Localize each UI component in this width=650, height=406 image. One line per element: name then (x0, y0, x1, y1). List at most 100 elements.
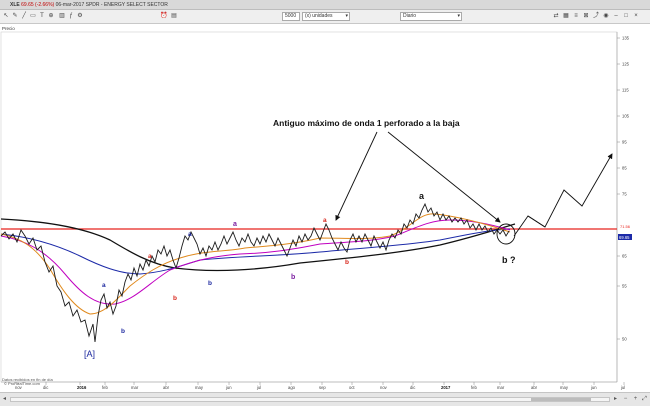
y-tick-label: 65 (622, 254, 627, 259)
x-tick-label: dic (43, 385, 48, 390)
x-tick-label: 2016 (77, 385, 87, 390)
layout-icon[interactable]: ▦ (563, 13, 569, 19)
y-tick-label: 55 (622, 284, 627, 289)
close-icon[interactable]: × (634, 13, 638, 19)
projected-path (513, 153, 613, 237)
copyright: © ProRealTime.com (4, 381, 40, 386)
minimize-icon[interactable]: – (614, 13, 618, 19)
price-legend-label: Precio (2, 26, 15, 31)
scrollbar-thumb[interactable] (531, 398, 591, 401)
cursor-icon[interactable]: ↖ (3, 13, 9, 19)
horizontal-scrollbar[interactable] (10, 397, 610, 402)
ma-long-line (0, 218, 516, 272)
text-tool-icon[interactable]: T (40, 13, 44, 19)
scroll-left-icon[interactable]: ◂ (2, 396, 6, 402)
wave-label-A: [A] (84, 349, 95, 359)
ma-mid-line (0, 219, 511, 305)
x-tick-label: oct (349, 385, 355, 390)
compare-icon[interactable]: ⇄ (553, 13, 559, 19)
indicators-icon[interactable]: ƒ (69, 13, 73, 19)
x-tick-label: feb (102, 385, 108, 390)
pencil-icon[interactable]: ✎ (12, 13, 18, 19)
ma-slow-line (0, 228, 511, 275)
support-line-label: 71.56 (620, 224, 631, 229)
period-select-value: Diario (403, 13, 417, 19)
y-tick-label: 75 (622, 192, 627, 197)
zoom-icon[interactable]: ⊕ (48, 13, 54, 19)
x-tick-label: jun (590, 385, 597, 390)
status-bar: ◂ ▸ − + ⤢ (0, 392, 650, 406)
chart-type-icon[interactable]: ▥ (59, 13, 65, 19)
fit-icon[interactable]: ⤢ (642, 396, 647, 402)
wave-label-b: b (345, 259, 349, 266)
title-rest: 06-mar-2017 SPDR - ENERGY SELECT SECTOR (55, 2, 168, 8)
y-tick-label: 85 (622, 166, 627, 171)
chevron-down-icon: ▾ (345, 13, 348, 19)
scroll-right-icon[interactable]: ▸ (613, 396, 617, 402)
x-axis-ticks: nov dic 2016 feb mar abr may jun jul ago sep oct nov… (15, 382, 625, 390)
wave-label-a: a (233, 221, 237, 228)
period-select[interactable]: Diario ▾ (400, 12, 462, 21)
annotation-text: Antiguo máximo de onda 1 perforado a la … (273, 118, 460, 128)
chevron-down-icon: ▾ (457, 13, 460, 19)
lock-icon[interactable]: ⊠ (583, 13, 589, 19)
price-change: 69.65 (-2.66%) (21, 2, 55, 8)
wave-label-a: a (148, 253, 152, 260)
wave-label-a: a (188, 231, 192, 238)
units-select-value: (x) unidades (305, 13, 333, 19)
x-tick-label: ago (288, 385, 296, 390)
x-tick-label: abr (163, 385, 170, 390)
maximize-icon[interactable]: □ (624, 13, 628, 19)
title-bar: XLE 69.65 (-2.66%) 06-mar-2017 SPDR - EN… (0, 0, 650, 10)
x-tick-label: abr (531, 385, 538, 390)
wave-label-b: b (173, 295, 177, 302)
plot-area (0, 31, 618, 383)
quantity-input[interactable]: 5000 (282, 12, 300, 21)
x-tick-label: jul (256, 385, 261, 390)
line-tool-icon[interactable]: ╱ (22, 13, 26, 19)
x-tick-label: mar (497, 385, 505, 390)
current-price-text: 69.65 (619, 235, 630, 240)
y-tick-label: 105 (622, 114, 630, 119)
settings-icon[interactable]: ⚙ (77, 13, 83, 19)
wave-label-b: b (208, 280, 212, 287)
wave-label-b: b (121, 328, 125, 335)
y-axis-ticks: 135 125 115 105 95 85 75 65 55 50 (617, 36, 630, 342)
x-tick-label: nov (15, 385, 23, 390)
chart-toolbar: ↖ ✎ ╱ ▭ T ⊕ ▥ ƒ ⚙ ⏰ ▤ 5000 (x) unidades … (0, 10, 650, 24)
annotation-arrow-left (335, 131, 378, 221)
wave-label-b-question: b ? (502, 255, 516, 265)
y-tick-label: 95 (622, 140, 627, 145)
symbol: XLE (10, 2, 20, 8)
annotation-arrow-right (387, 131, 501, 223)
wave-label-a: a (323, 217, 327, 224)
ma-fast-line (0, 213, 511, 315)
zoom-out-icon[interactable]: − (623, 396, 628, 402)
print-icon[interactable]: ▤ (171, 13, 177, 19)
x-tick-label: may (560, 385, 569, 390)
rectangle-tool-icon[interactable]: ▭ (30, 13, 36, 19)
wave-label-b: b (291, 274, 295, 281)
instrument-title: XLE 69.65 (-2.66%) 06-mar-2017 SPDR - EN… (10, 2, 168, 8)
units-select[interactable]: (x) unidades ▾ (302, 12, 350, 21)
price-chart[interactable]: 135 125 115 105 95 85 75 65 55 50 nov dic 2016 feb ma… (0, 24, 650, 406)
x-tick-label: sep (319, 385, 326, 390)
y-tick-label: 50 (622, 337, 627, 342)
x-tick-label: 2017 (441, 385, 451, 390)
list-icon[interactable]: ≡ (574, 13, 578, 19)
camera-icon[interactable]: ◉ (603, 13, 609, 19)
current-price-badge (618, 234, 632, 240)
x-tick-label: jun (225, 385, 232, 390)
x-tick-label: jul (620, 385, 625, 390)
alert-icon[interactable]: ⏰ (160, 13, 168, 19)
price-line (0, 202, 510, 343)
wave-label-a-major: a (419, 191, 425, 201)
x-tick-label: mar (131, 385, 139, 390)
x-tick-label: feb (471, 385, 477, 390)
wave-label-a: a (102, 282, 106, 289)
projection-arrow-1 (527, 215, 546, 228)
chart-svg[interactable]: 135 125 115 105 95 85 75 65 55 50 nov dic 2016 feb ma… (0, 24, 650, 392)
share-icon[interactable]: ⤴ (592, 13, 599, 19)
y-tick-label: 125 (622, 62, 630, 67)
zoom-in-icon[interactable]: + (633, 396, 638, 402)
